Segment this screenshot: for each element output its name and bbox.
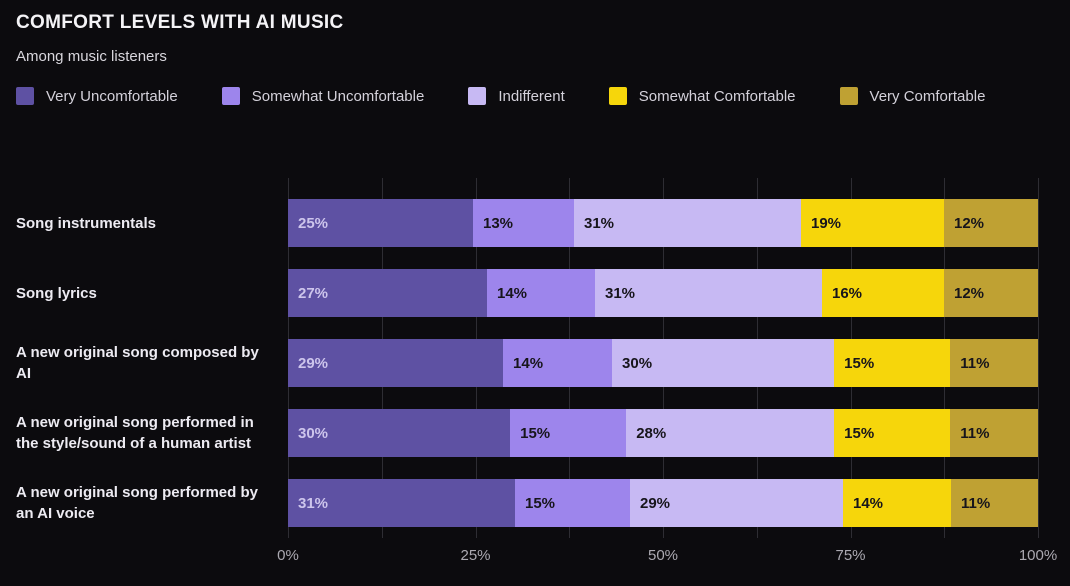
legend-swatch bbox=[839, 87, 858, 105]
chart-subtitle: Among music listeners bbox=[16, 48, 167, 65]
legend-label: Indifferent bbox=[498, 87, 565, 105]
bar-segment: 14% bbox=[843, 479, 951, 527]
legend-item: Somewhat Uncomfortable bbox=[221, 87, 425, 105]
x-tick-label: 50% bbox=[647, 547, 679, 564]
legend-swatch bbox=[221, 87, 240, 105]
x-axis-spacer bbox=[16, 540, 288, 568]
x-axis: 0% 25% 50% 75% 100% bbox=[277, 540, 1057, 568]
category-labels: Song instrumentals Song lyrics A new origi… bbox=[16, 178, 288, 538]
bar-segment: 15% bbox=[510, 409, 627, 457]
stacked-bar: 25% 13% 31% 19% 12% bbox=[288, 199, 1038, 247]
chart-title: COMFORT LEVELS WITH AI MUSIC bbox=[16, 12, 344, 33]
legend-item: Indifferent bbox=[468, 87, 565, 105]
bar-segment: 11% bbox=[950, 409, 1039, 457]
category-label-text: Song lyrics bbox=[16, 284, 97, 302]
legend-swatch bbox=[468, 87, 487, 105]
category-label-text: A new original song performed in the sty… bbox=[16, 414, 254, 452]
bar-segment: 15% bbox=[834, 409, 951, 457]
bar-segment: 30% bbox=[288, 409, 511, 457]
bar-row: 30% 15% 28% 15% 11% bbox=[288, 398, 1039, 468]
bar-segment: 13% bbox=[473, 199, 574, 247]
bar-segment: 31% bbox=[288, 479, 515, 527]
bar-segment: 16% bbox=[822, 269, 944, 317]
legend-item: Very Uncomfortable bbox=[16, 87, 178, 105]
bar-row: 29% 14% 30% 15% 11% bbox=[288, 328, 1038, 398]
legend-label: Very Uncomfortable bbox=[46, 87, 178, 105]
x-axis-row: 0% 25% 50% 75% 100% bbox=[16, 540, 1057, 568]
category-label: A new original song performed by an AI v… bbox=[16, 468, 288, 538]
legend-label: Somewhat Uncomfortable bbox=[251, 87, 425, 105]
bar-segment: 31% bbox=[574, 199, 801, 247]
category-label-text: A new original song performed by an AI v… bbox=[16, 484, 258, 522]
bar-segment: 15% bbox=[515, 479, 630, 527]
category-label: Song instrumentals bbox=[16, 188, 288, 258]
legend-item: Very Comfortable bbox=[839, 87, 986, 105]
legend-label: Very Comfortable bbox=[869, 87, 986, 105]
plot-area: 25% 13% 31% 19% 12% 27% 14% 31% 16% 12% 29% 14% 30% 1… bbox=[288, 178, 1039, 538]
bar-row: 27% 14% 31% 16% 12% bbox=[288, 258, 1038, 328]
category-label: A new original song composed by AI bbox=[16, 328, 288, 398]
legend-item: Somewhat Comfortable bbox=[608, 87, 796, 105]
bar-segment: 14% bbox=[503, 339, 613, 387]
legend: Very Uncomfortable Somewhat Uncomfortable… bbox=[16, 87, 1038, 105]
bar-segment: 30% bbox=[612, 339, 835, 387]
bar-segment: 31% bbox=[595, 269, 822, 317]
x-tick-label: 0% bbox=[277, 547, 299, 564]
gridline bbox=[1038, 178, 1039, 538]
bar-row: 25% 13% 31% 19% 12% bbox=[288, 188, 1038, 258]
legend-label: Somewhat Comfortable bbox=[638, 87, 796, 105]
bar-segment: 15% bbox=[834, 339, 951, 387]
bar-segment: 14% bbox=[487, 269, 595, 317]
bar-segment: 11% bbox=[951, 479, 1038, 527]
stacked-bar-chart: Song instrumentals Song lyrics A new origi… bbox=[16, 178, 1039, 538]
legend-swatch bbox=[16, 87, 34, 105]
category-label: A new original song performed in the sty… bbox=[16, 398, 288, 468]
bar-segment: 29% bbox=[288, 339, 504, 387]
stacked-bar: 27% 14% 31% 16% 12% bbox=[288, 269, 1038, 317]
category-label-text: A new original song composed by AI bbox=[16, 344, 259, 382]
bar-segment: 29% bbox=[630, 479, 843, 527]
bar-segment: 19% bbox=[801, 199, 944, 247]
legend-swatch bbox=[608, 87, 627, 105]
bar-segment: 12% bbox=[944, 269, 1038, 317]
bar-segment: 27% bbox=[288, 269, 487, 317]
stacked-bar: 30% 15% 28% 15% 11% bbox=[288, 409, 1039, 457]
stacked-bar: 31% 15% 29% 14% 11% bbox=[288, 479, 1038, 527]
stacked-bar: 29% 14% 30% 15% 11% bbox=[288, 339, 1038, 387]
bar-segment: 28% bbox=[626, 409, 835, 457]
category-label-text: Song instrumentals bbox=[16, 214, 157, 232]
bar-row: 31% 15% 29% 14% 11% bbox=[288, 468, 1038, 538]
x-tick-label: 75% bbox=[835, 547, 866, 564]
category-label: Song lyrics bbox=[16, 258, 288, 328]
bar-segment: 25% bbox=[288, 199, 473, 247]
bar-segment: 12% bbox=[944, 199, 1038, 247]
bar-segment: 11% bbox=[950, 339, 1038, 387]
x-tick-label: 100% bbox=[1018, 547, 1058, 564]
x-tick-label: 25% bbox=[460, 547, 491, 564]
